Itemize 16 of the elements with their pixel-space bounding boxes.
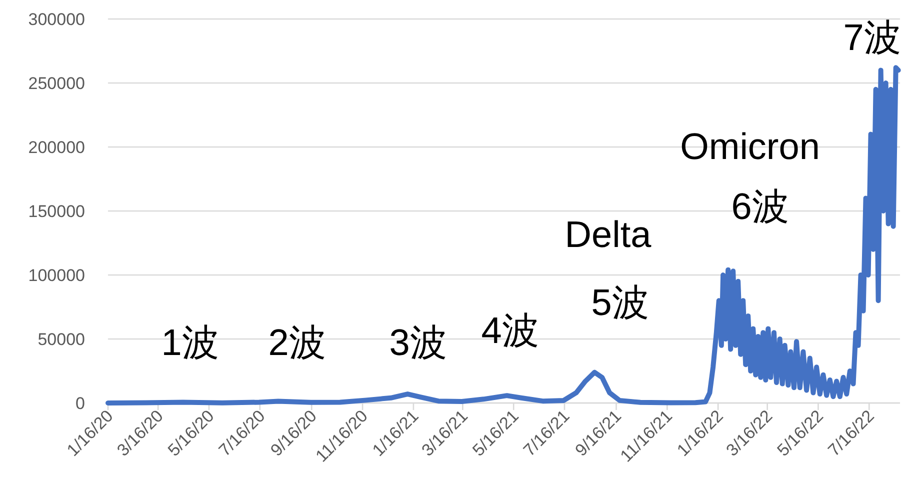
annotation: 3波 xyxy=(389,322,447,363)
y-tick-label: 100000 xyxy=(28,266,85,285)
y-tick-label: 0 xyxy=(76,394,85,413)
annotation: 6波 xyxy=(731,186,789,227)
y-tick-label: 250000 xyxy=(28,74,85,93)
y-tick-label: 200000 xyxy=(28,138,85,157)
y-tick-label: 300000 xyxy=(28,10,85,29)
annotation: Omicron xyxy=(680,126,820,167)
y-tick-label: 150000 xyxy=(28,202,85,221)
annotation: 5波 xyxy=(591,282,649,323)
annotation: 1波 xyxy=(161,322,219,363)
annotation: 2波 xyxy=(268,322,326,363)
annotation: 7波 xyxy=(843,17,901,58)
y-tick-label: 50000 xyxy=(38,330,85,349)
annotation: Delta xyxy=(564,214,652,255)
annotation: 4波 xyxy=(481,310,539,351)
